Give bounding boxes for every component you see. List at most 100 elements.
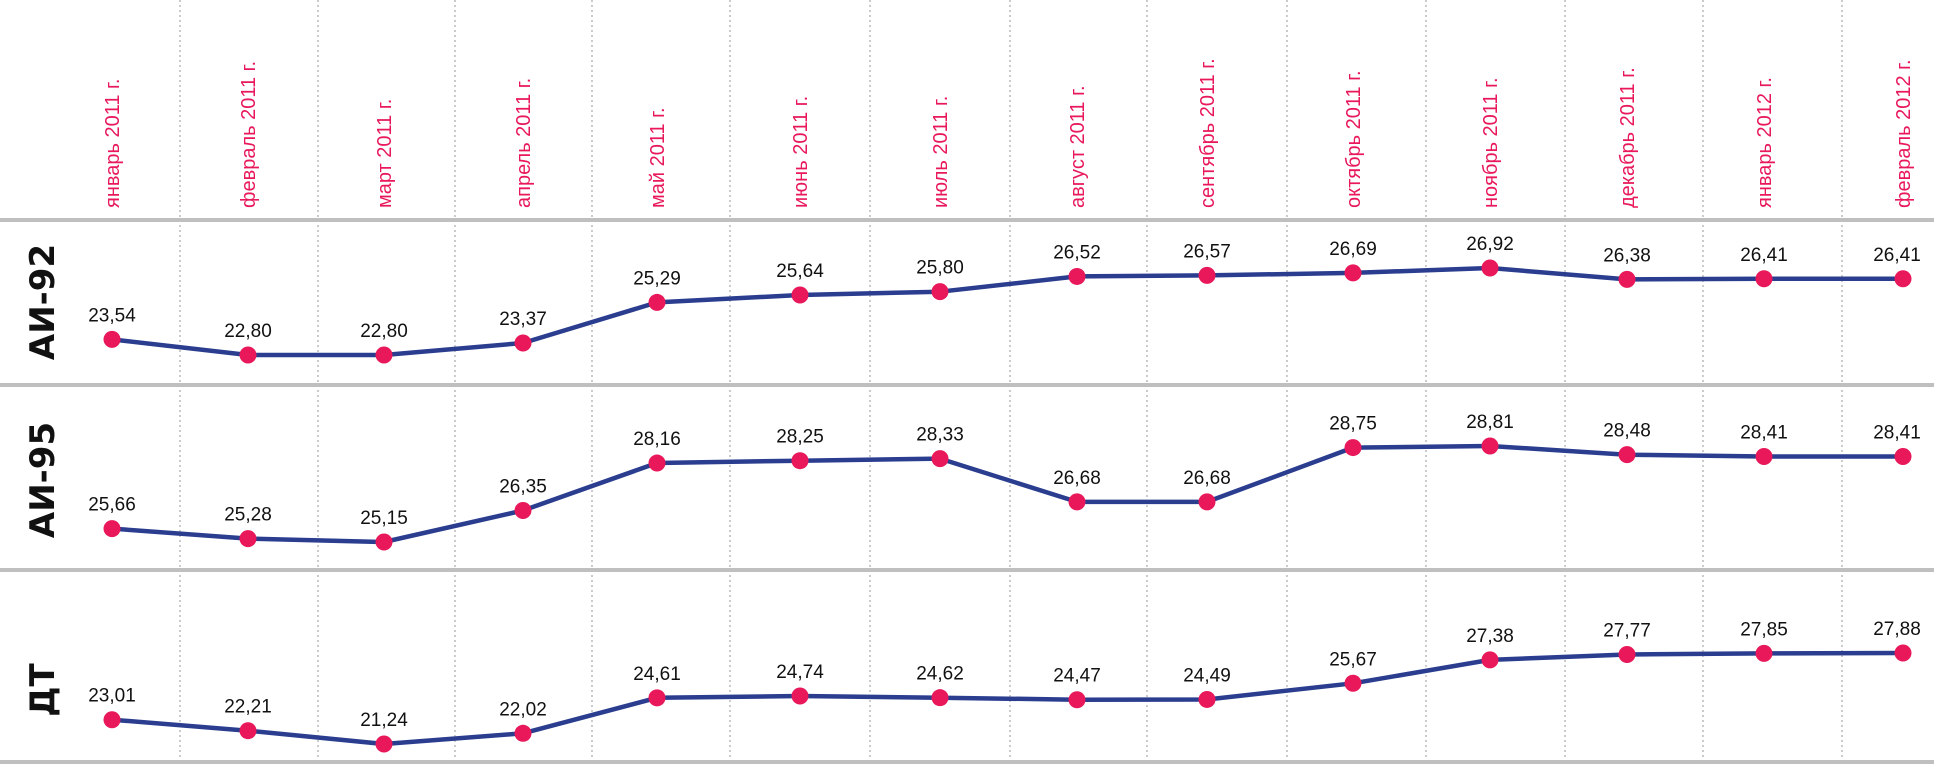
value-label-s2-7: 28,33 — [916, 425, 964, 446]
value-label-s2-3: 25,15 — [360, 508, 408, 529]
value-label-s1-13: 26,41 — [1740, 245, 1788, 266]
value-label-s1-14: 26,41 — [1873, 245, 1921, 266]
value-label-s1-4: 23,37 — [499, 309, 547, 330]
value-label-s2-13: 28,41 — [1740, 422, 1788, 443]
value-label-s1-11: 26,92 — [1466, 234, 1514, 255]
value-label-s2-1: 25,66 — [88, 495, 136, 516]
value-label-s2-6: 28,25 — [776, 427, 824, 448]
month-label-9: сентябрь 2011 г. — [1197, 58, 1219, 208]
month-label-1: январь 2011 г. — [102, 79, 124, 208]
marker-s2-7 — [931, 450, 949, 468]
value-label-s2-12: 28,48 — [1603, 421, 1651, 442]
value-label-s3-13: 27,85 — [1740, 619, 1788, 640]
month-label-6: июнь 2011 г. — [790, 96, 812, 208]
marker-s2-11 — [1481, 437, 1499, 455]
marker-s3-14 — [1894, 644, 1912, 662]
value-label-s3-12: 27,77 — [1603, 621, 1651, 642]
marker-s1-3 — [375, 346, 393, 364]
marker-s3-13 — [1755, 644, 1773, 662]
marker-s3-8 — [1068, 691, 1086, 709]
value-label-s1-3: 22,80 — [360, 321, 408, 342]
value-label-s3-6: 24,74 — [776, 662, 824, 683]
month-label-11: ноябрь 2011 г. — [1480, 77, 1502, 208]
marker-s1-7 — [931, 283, 949, 301]
value-label-s1-12: 26,38 — [1603, 245, 1651, 266]
value-label-s1-1: 23,54 — [88, 305, 136, 326]
marker-s3-5 — [648, 689, 666, 707]
value-label-s3-14: 27,88 — [1873, 619, 1921, 640]
marker-s2-12 — [1618, 446, 1636, 464]
value-label-s3-10: 25,67 — [1329, 649, 1377, 670]
value-label-s2-8: 26,68 — [1053, 468, 1101, 489]
marker-s2-6 — [791, 452, 809, 470]
marker-s1-1 — [103, 330, 121, 348]
month-label-7: июль 2011 г. — [930, 96, 952, 208]
value-label-s2-4: 26,35 — [499, 477, 547, 498]
marker-s3-1 — [103, 711, 121, 729]
value-label-s3-8: 24,47 — [1053, 666, 1101, 687]
value-label-s1-6: 25,64 — [776, 261, 824, 282]
value-label-s1-5: 25,29 — [633, 268, 681, 289]
month-label-10: октябрь 2011 г. — [1343, 70, 1365, 208]
value-label-s3-7: 24,62 — [916, 664, 964, 685]
marker-s1-4 — [514, 334, 532, 352]
marker-s1-14 — [1894, 270, 1912, 288]
month-label-13: январь 2012 г. — [1754, 77, 1776, 208]
value-label-s3-3: 21,24 — [360, 710, 408, 731]
marker-s3-2 — [239, 722, 257, 740]
marker-s3-10 — [1344, 674, 1362, 692]
value-label-s1-10: 26,69 — [1329, 239, 1377, 260]
value-label-s3-4: 22,02 — [499, 699, 547, 720]
value-label-s3-5: 24,61 — [633, 664, 681, 685]
marker-s2-8 — [1068, 493, 1086, 511]
value-label-s3-9: 24,49 — [1183, 665, 1231, 686]
marker-s3-4 — [514, 724, 532, 742]
marker-s2-4 — [514, 502, 532, 520]
marker-s1-10 — [1344, 264, 1362, 282]
month-label-8: август 2011 г. — [1067, 85, 1089, 208]
marker-s3-9 — [1198, 690, 1216, 708]
marker-s1-2 — [239, 346, 257, 364]
marker-s1-13 — [1755, 270, 1773, 288]
value-label-s1-7: 25,80 — [916, 258, 964, 279]
marker-s2-14 — [1894, 447, 1912, 465]
marker-s1-8 — [1068, 267, 1086, 285]
panel-label-2: АИ-95 — [23, 422, 63, 538]
marker-s1-6 — [791, 286, 809, 304]
marker-s2-5 — [648, 454, 666, 472]
value-label-s2-2: 25,28 — [224, 505, 272, 526]
marker-s3-6 — [791, 687, 809, 705]
value-label-s1-2: 22,80 — [224, 321, 272, 342]
marker-s3-12 — [1618, 646, 1636, 664]
marker-s2-3 — [375, 533, 393, 551]
series-line-3 — [111, 650, 1904, 747]
month-label-12: декабрь 2011 г. — [1617, 67, 1639, 208]
series-line-2 — [111, 443, 1903, 545]
month-label-3: март 2011 г. — [374, 99, 396, 208]
marker-s1-11 — [1481, 259, 1499, 277]
marker-s2-10 — [1344, 439, 1362, 457]
value-label-s2-14: 28,41 — [1873, 422, 1921, 443]
value-label-s2-5: 28,16 — [633, 429, 681, 450]
month-label-2: февраль 2011 г. — [238, 61, 260, 208]
panel-label-3: ДТ — [23, 662, 63, 716]
value-label-s1-9: 26,57 — [1183, 241, 1231, 262]
value-label-s3-1: 23,01 — [88, 686, 136, 707]
value-label-s1-8: 26,52 — [1053, 242, 1101, 263]
marker-s3-3 — [375, 735, 393, 753]
marker-s2-1 — [103, 520, 121, 538]
value-label-s2-9: 26,68 — [1183, 468, 1231, 489]
panel-label-1: АИ-92 — [23, 244, 63, 360]
month-label-4: апрель 2011 г. — [513, 78, 535, 208]
value-label-s3-11: 27,38 — [1466, 626, 1514, 647]
month-label-14: февраль 2012 г. — [1893, 59, 1915, 208]
marker-s1-5 — [648, 293, 666, 311]
marker-s1-9 — [1198, 266, 1216, 284]
marker-s3-7 — [931, 689, 949, 707]
marker-s2-2 — [239, 530, 257, 548]
marker-s3-11 — [1481, 651, 1499, 669]
marker-s2-9 — [1198, 493, 1216, 511]
value-label-s3-2: 22,21 — [224, 697, 272, 718]
